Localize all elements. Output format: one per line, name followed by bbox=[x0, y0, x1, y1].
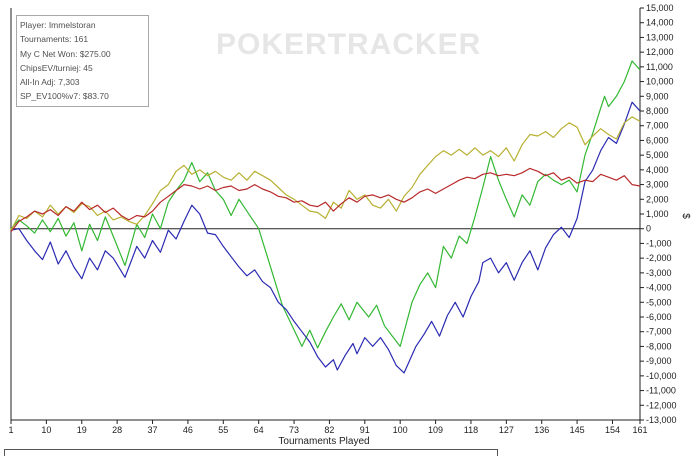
y-tick-label: 4,000 bbox=[646, 165, 669, 175]
x-tick-label: 1 bbox=[8, 425, 13, 435]
stat-sp-ev: SP_EV100%v7: $83.70 bbox=[20, 91, 109, 102]
x-tick-label: 118 bbox=[464, 425, 478, 435]
y-tick-label: -2,000 bbox=[646, 253, 672, 263]
y-tick-label: 7,000 bbox=[646, 121, 669, 131]
y-tick-label: -1,000 bbox=[646, 238, 672, 248]
x-tick-label: 100 bbox=[393, 425, 408, 435]
x-tick-label: 127 bbox=[499, 425, 514, 435]
stat-tournaments: Tournaments: 161 bbox=[20, 34, 89, 45]
y-tick-label: 0 bbox=[646, 224, 651, 234]
x-axis-title: Tournaments Played bbox=[278, 436, 369, 447]
y-tick-label: -7,000 bbox=[646, 327, 672, 337]
x-tick-label: 10 bbox=[41, 425, 51, 435]
x-tick-label: 19 bbox=[77, 425, 87, 435]
x-tick-label: 136 bbox=[534, 425, 549, 435]
y-tick-label: -9,000 bbox=[646, 356, 672, 366]
series-line-3 bbox=[10, 116, 641, 231]
y-tick-label: 6,000 bbox=[646, 135, 669, 145]
x-tick-label: 91 bbox=[360, 425, 370, 435]
y-tick-label: -8,000 bbox=[646, 341, 672, 351]
series-line-4 bbox=[10, 167, 641, 233]
player-stats-box: Player: Immelstoran Tournaments: 161 My … bbox=[16, 15, 149, 107]
y-axis-title: $ bbox=[680, 213, 691, 219]
x-tick-label: 64 bbox=[254, 425, 264, 435]
x-tick-label: 161 bbox=[632, 425, 647, 435]
x-tick-label: 73 bbox=[289, 425, 299, 435]
series-line-1 bbox=[10, 60, 641, 349]
y-tick-label: 10,000 bbox=[646, 77, 674, 87]
y-axis-ticks: 15,000 14,000 13,000 12,000 11,000 10,000 9,00… bbox=[640, 3, 677, 425]
y-tick-label: 15,000 bbox=[646, 3, 674, 13]
pokertracker-watermark: POKERTRACKER bbox=[216, 28, 481, 61]
y-tick-label: 12,000 bbox=[646, 47, 674, 57]
x-tick-label: 145 bbox=[570, 425, 585, 435]
series-layer bbox=[10, 60, 641, 374]
y-tick-label: 11,000 bbox=[646, 62, 673, 72]
y-tick-label: -13,000 bbox=[646, 415, 677, 425]
x-tick-label: 37 bbox=[148, 425, 158, 435]
y-tick-label: -6,000 bbox=[646, 312, 672, 322]
y-tick-label: -3,000 bbox=[646, 268, 672, 278]
y-tick-label: -5,000 bbox=[646, 297, 672, 307]
stat-chipsev: ChipsEV/turniej: 45 bbox=[20, 62, 93, 73]
y-tick-label: 5,000 bbox=[646, 150, 669, 160]
y-tick-label: 8,000 bbox=[646, 106, 669, 116]
x-tick-label: 154 bbox=[605, 425, 620, 435]
x-tick-label: 82 bbox=[324, 425, 334, 435]
y-tick-label: 3,000 bbox=[646, 180, 669, 190]
y-tick-label: -10,000 bbox=[646, 371, 677, 381]
bottom-panel-edge bbox=[0, 446, 700, 456]
y-tick-label: 13,000 bbox=[646, 32, 674, 42]
y-tick-label: 2,000 bbox=[646, 194, 669, 204]
y-tick-label: -11,000 bbox=[646, 386, 676, 396]
x-tick-label: 109 bbox=[428, 425, 443, 435]
stat-net-won: My C Net Won: $275.00 bbox=[20, 48, 111, 59]
y-tick-label: 9,000 bbox=[646, 91, 669, 101]
x-tick-label: 55 bbox=[218, 425, 228, 435]
y-tick-label: -4,000 bbox=[646, 283, 672, 293]
series-line-2 bbox=[10, 101, 641, 374]
x-tick-label: 46 bbox=[183, 425, 193, 435]
y-tick-label: -12,000 bbox=[646, 400, 677, 410]
x-axis-ticks: 1 10 19 28 37 46 55 64 73 82 91 100 109 118 127 136 145 1… bbox=[8, 420, 648, 435]
stat-allin-adj: All-In Adj: 7,303 bbox=[20, 77, 80, 88]
x-tick-label: 28 bbox=[112, 425, 122, 435]
y-tick-label: 14,000 bbox=[646, 18, 674, 28]
y-tick-label: 1,000 bbox=[646, 209, 669, 219]
stat-player: Player: Immelstoran bbox=[20, 20, 96, 30]
